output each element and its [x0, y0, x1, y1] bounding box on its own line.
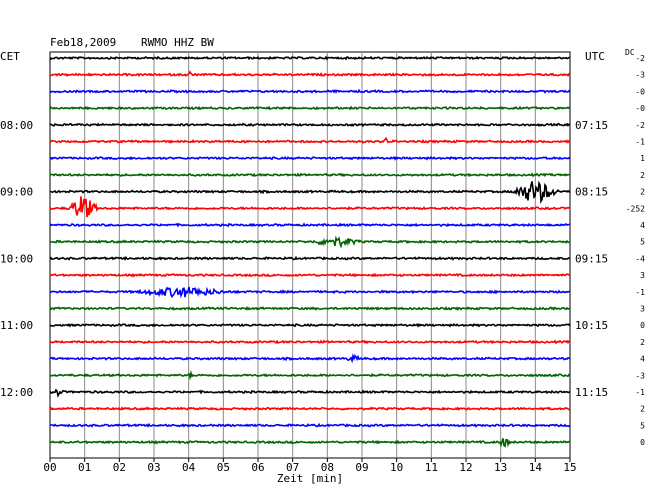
x-tick-label: 10	[390, 461, 403, 474]
right-time-label: 10:15	[575, 319, 608, 332]
right-timezone-label: UTC	[585, 50, 605, 63]
trace-row-4	[49, 122, 570, 128]
x-tick-label: 04	[182, 461, 196, 474]
x-tick-label: 07	[286, 461, 299, 474]
dc-offset-label: -0	[635, 87, 645, 96]
x-tick-label: 12	[459, 461, 472, 474]
dc-offset-labels: -2 -3 -0 -0 -2 -1 1 2 2 -252 4 5 -4 3 -1 3 0 2 4 -3 -1 2 5 0	[626, 54, 645, 447]
x-axis-label: Zeit [min]	[277, 472, 343, 485]
dc-offset-label: -2	[635, 54, 645, 63]
left-time-label: 08:00	[0, 119, 33, 132]
grid-layer	[49, 51, 571, 459]
trace-row-10	[49, 222, 571, 228]
dc-offset-label: -2	[635, 121, 645, 130]
trace-row-9	[49, 196, 570, 218]
dc-offset-label: 3	[640, 305, 645, 314]
left-time-label: 12:00	[0, 386, 33, 399]
x-tick-label: 00	[43, 461, 56, 474]
trace-row-3	[49, 105, 571, 111]
dc-offset-label: -3	[635, 371, 645, 380]
left-timezone-label: CET	[0, 50, 20, 63]
x-axis-ticks: 00 01 02 03 04 05 06 07 08 09 10 11 12 13 14 15	[43, 458, 577, 474]
dc-offset-label: -1	[635, 388, 645, 397]
right-time-label: 08:15	[575, 186, 608, 199]
trace-row-19	[49, 369, 571, 381]
trace-row-6	[49, 155, 571, 161]
right-time-label: 09:15	[575, 252, 608, 265]
left-time-labels: 08:00 09:00 10:00 11:00 12:00	[0, 119, 33, 399]
trace-row-13	[49, 272, 571, 278]
trace-row-7	[49, 172, 571, 178]
trace-row-2	[49, 88, 571, 94]
dc-offset-label: 2	[640, 171, 645, 180]
trace-row-22	[49, 422, 571, 428]
dc-offset-label: 2	[640, 338, 645, 347]
header-date: Feb18,2009	[50, 36, 116, 49]
trace-layer	[49, 55, 571, 448]
trace-row-18	[49, 352, 571, 364]
trace-row-14	[49, 286, 571, 299]
dc-offset-label: 3	[640, 271, 645, 280]
x-tick-label: 02	[113, 461, 126, 474]
x-tick-label: 01	[78, 461, 91, 474]
dc-offset-label: 2	[640, 188, 645, 197]
dc-offset-label: 2	[640, 405, 645, 414]
x-tick-label: 11	[425, 461, 438, 474]
dc-offset-label: -4	[635, 254, 645, 263]
dc-offset-label: 5	[640, 238, 645, 247]
right-time-label: 11:15	[575, 386, 608, 399]
trace-row-8	[49, 180, 571, 204]
plot-frame	[49, 51, 571, 459]
trace-row-16	[49, 322, 571, 328]
header-station: RWMO HHZ BW	[141, 36, 214, 49]
dc-offset-label: -3	[635, 71, 645, 80]
dc-offset-label: 0	[640, 321, 645, 330]
trace-row-11	[49, 235, 571, 249]
dc-offset-label: 5	[640, 421, 645, 430]
left-time-label: 09:00	[0, 186, 33, 199]
dc-offset-label: -1	[635, 288, 645, 297]
x-tick-label: 08	[321, 461, 334, 474]
dc-offset-label: 1	[640, 154, 645, 163]
trace-row-15	[49, 305, 571, 311]
x-tick-label: 09	[355, 461, 368, 474]
trace-row-17	[49, 339, 571, 345]
dc-offset-label: -0	[635, 104, 645, 113]
x-tick-label: 05	[217, 461, 230, 474]
right-time-labels: 07:15 08:15 09:15 10:15 11:15	[575, 119, 608, 399]
x-tick-label: 15	[563, 461, 576, 474]
left-time-label: 10:00	[0, 252, 33, 265]
trace-row-12	[49, 255, 571, 261]
dc-offset-label: 0	[640, 438, 645, 447]
trace-row-0	[49, 55, 570, 61]
dc-offset-label: 4	[640, 355, 645, 364]
left-time-label: 11:00	[0, 319, 33, 332]
x-tick-label: 06	[251, 461, 264, 474]
dc-offset-label: 4	[640, 221, 645, 230]
x-tick-label: 13	[494, 461, 507, 474]
trace-row-20	[49, 388, 571, 398]
right-time-label: 07:15	[575, 119, 608, 132]
dc-header-label: DC	[625, 48, 635, 57]
dc-offset-label: -252	[626, 204, 645, 213]
trace-row-23	[49, 438, 570, 448]
trace-row-5	[49, 136, 571, 145]
dc-offset-label: -1	[635, 138, 645, 147]
x-tick-label: 14	[529, 461, 543, 474]
trace-row-1	[49, 70, 571, 78]
x-tick-label: 03	[147, 461, 160, 474]
trace-row-21	[49, 406, 571, 412]
